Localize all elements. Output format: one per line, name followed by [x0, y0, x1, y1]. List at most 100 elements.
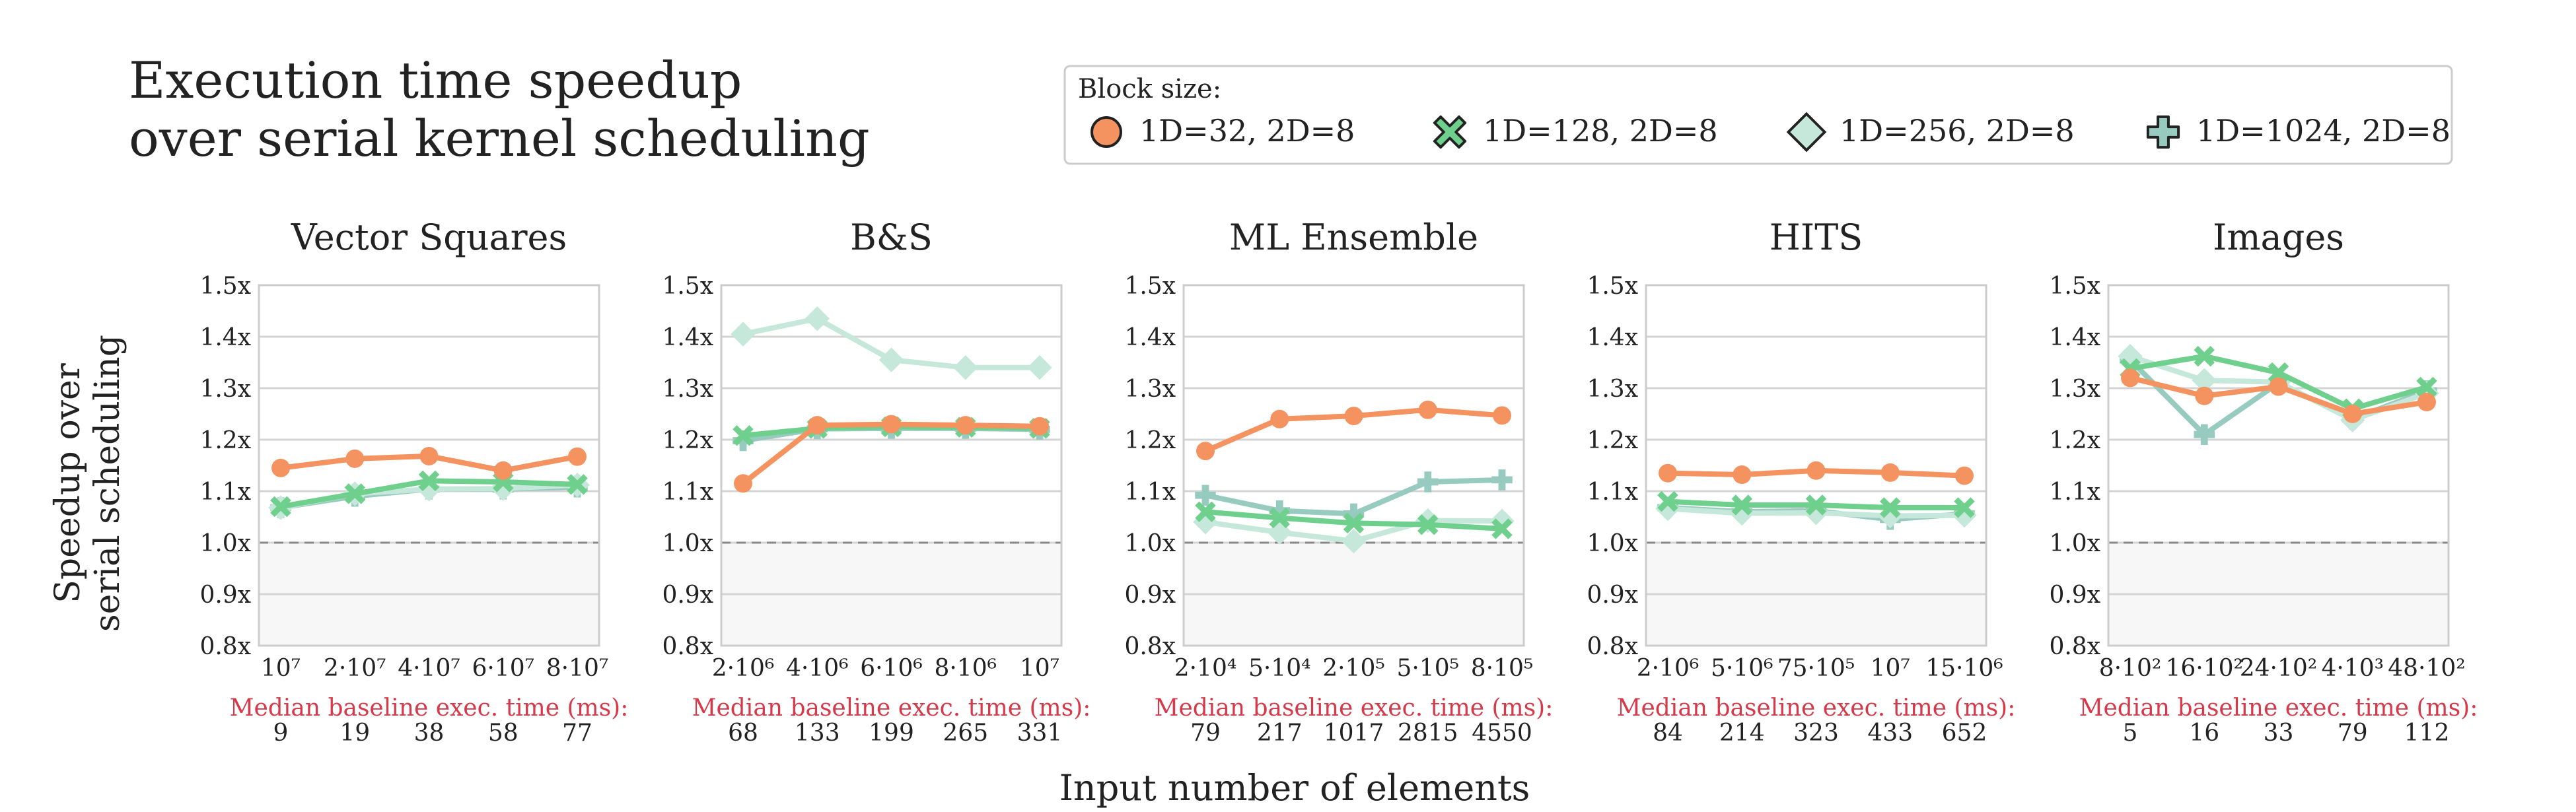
- y-tick-label: 1.5x: [662, 273, 713, 300]
- x-tick-label: 4·10³: [2321, 655, 2384, 682]
- series-1d-32-2d-8: [271, 446, 587, 480]
- y-tick-label: 1.1x: [2049, 479, 2100, 506]
- series-1d-32-2d-8: [1196, 400, 1511, 461]
- data-point: [1195, 501, 1216, 522]
- x-tick-label: 8·10⁷: [546, 655, 609, 682]
- y-tick-label: 1.3x: [199, 376, 251, 403]
- series-1d-256-2d-8: [731, 306, 1052, 380]
- legend-item-1d-1024-2d-8: 1D=1024, 2D=8: [2146, 113, 2451, 149]
- baseline-time-value: 217: [1257, 720, 1303, 747]
- x-tick-label: 10⁷: [261, 655, 301, 682]
- data-point: [1493, 406, 1511, 425]
- baseline-time-value: 1017: [1324, 720, 1384, 747]
- data-point: [493, 461, 513, 480]
- x-tick-label: 15·10⁶: [1925, 655, 2003, 682]
- y-tick-label: 1.0x: [199, 530, 251, 557]
- legend-marker-circle: [1091, 116, 1122, 148]
- y-tick-label: 1.0x: [1124, 530, 1176, 557]
- data-point: [270, 496, 291, 518]
- data-point: [1659, 463, 1677, 483]
- data-point: [1733, 465, 1752, 485]
- series-1d-1024-2d-8: [1195, 469, 1513, 525]
- data-point: [271, 458, 290, 477]
- baseline-time-value: 79: [2338, 720, 2368, 747]
- y-tick-label: 1.4x: [1124, 324, 1176, 351]
- figure-title-line-1: Execution time speedup: [129, 51, 742, 110]
- y-tick-label: 1.4x: [2049, 324, 2100, 351]
- data-point: [805, 306, 830, 331]
- x-tick-label: 2·10⁶: [712, 655, 775, 682]
- y-tick-label: 1.4x: [1587, 324, 1638, 351]
- baseline-time-value: 4550: [1472, 720, 1532, 747]
- y-tick-label: 1.2x: [662, 427, 713, 454]
- baseline-time-label: Median baseline exec. time (ms):: [2079, 694, 2478, 722]
- x-tick-label: 8·10²: [2099, 655, 2162, 682]
- y-tick-label: 0.8x: [662, 633, 713, 660]
- legend-label: 1D=128, 2D=8: [1483, 113, 1718, 149]
- y-tick-label: 0.9x: [1587, 582, 1638, 609]
- panel-b-s: 0.8x 0.9x 1.0x 1.1x 1.2x 1.3x 1.4x 1.5x B&S 2·10⁶…: [662, 217, 1091, 747]
- data-point: [1343, 503, 1365, 525]
- y-tick-label: 1.5x: [1587, 273, 1638, 300]
- x-tick-label: 10⁷: [1871, 655, 1910, 682]
- x-tick-label: 4·10⁶: [786, 655, 849, 682]
- data-point: [1341, 528, 1367, 554]
- x-tick-label: 2·10⁴: [1174, 655, 1237, 682]
- baseline-time-value: 652: [1942, 720, 1987, 747]
- data-point: [1657, 491, 1678, 512]
- baseline-time-value: 5: [2123, 720, 2138, 747]
- panel-images: 0.8x 0.9x 1.0x 1.1x 1.2x 1.3x 1.4x 1.5x Images 8·…: [2049, 217, 2478, 747]
- data-point: [1418, 400, 1437, 419]
- panel-title: HITS: [1770, 217, 1863, 258]
- data-point: [1417, 471, 1439, 492]
- series-1d-128-2d-8: [1195, 501, 1513, 539]
- baseline-time-value: 214: [1719, 720, 1765, 747]
- plot-frame: [1182, 284, 1525, 647]
- y-tick-label: 1.0x: [1587, 530, 1638, 557]
- baseline-time-label: Median baseline exec. time (ms):: [1617, 694, 2016, 722]
- y-tick-label: 1.0x: [2049, 530, 2100, 557]
- series-1d-32-2d-8: [1659, 461, 1974, 485]
- y-axis-label-line-2: serial scheduling: [88, 335, 127, 632]
- data-point: [1344, 407, 1363, 426]
- legend-item-1d-32-2d-8: 1D=32, 2D=8: [1091, 113, 1355, 149]
- data-point: [1027, 355, 1052, 380]
- legend-item-1d-128-2d-8: 1D=128, 2D=8: [1433, 113, 1718, 149]
- y-axis-label: Speedup over serial scheduling: [48, 335, 127, 632]
- y-tick-label: 0.9x: [1124, 582, 1176, 609]
- legend-frame: [1063, 65, 2453, 165]
- data-point: [1343, 512, 1365, 534]
- legend-marker-plus: [2146, 115, 2180, 149]
- y-tick-label: 1.1x: [662, 479, 713, 506]
- y-tick-label: 1.3x: [662, 376, 713, 403]
- baseline-time-value: 9: [273, 720, 289, 747]
- data-point: [2416, 376, 2437, 398]
- baseline-time-value: 16: [2189, 720, 2219, 747]
- data-point: [1195, 485, 1216, 506]
- panel-vector-squares: 0.8x 0.9x 1.0x 1.1x 1.2x 1.3x 1.4x 1.5x Vector S…: [199, 217, 628, 747]
- plot-frame: [258, 284, 600, 647]
- x-tick-label: 5·10⁵: [1396, 655, 1459, 682]
- data-point: [1269, 507, 1290, 529]
- series-1d-128-2d-8: [2120, 345, 2437, 419]
- data-point: [953, 355, 978, 380]
- panel-ml-ensemble: 0.8x 0.9x 1.0x 1.1x 1.2x 1.3x 1.4x 1.5x ML Ensem…: [1124, 217, 1553, 747]
- data-point: [2269, 377, 2288, 396]
- y-tick-label: 1.1x: [1124, 479, 1176, 506]
- baseline-time-value: 112: [2404, 720, 2450, 747]
- legend-title: Block size:: [1078, 74, 1221, 104]
- legend: Block size: 1D=32, 2D=8 1D=128, 2D=8 1D=25…: [1063, 65, 2453, 165]
- data-point: [731, 321, 756, 347]
- x-tick-label: 2·10⁶: [1637, 655, 1699, 682]
- series-1d-128-2d-8: [1657, 491, 1975, 518]
- y-tick-label: 0.9x: [199, 582, 251, 609]
- plot-frame: [720, 284, 1063, 647]
- y-tick-label: 1.5x: [199, 273, 251, 300]
- y-tick-label: 1.1x: [1587, 479, 1638, 506]
- data-point: [1955, 466, 1974, 485]
- x-tick-label: 24·10²: [2240, 655, 2318, 682]
- y-tick-label: 0.8x: [1124, 633, 1176, 660]
- y-tick-label: 1.2x: [199, 427, 251, 454]
- x-tick-label: 16·10²: [2166, 655, 2244, 682]
